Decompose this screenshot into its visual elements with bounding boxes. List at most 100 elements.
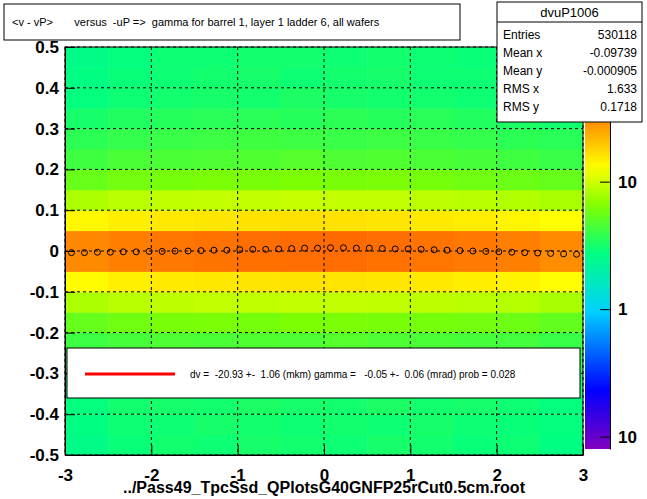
heatmap-cell — [151, 435, 195, 455]
heatmap-cell — [454, 210, 498, 231]
profile-point — [535, 250, 541, 256]
heatmap-cell — [410, 292, 454, 313]
heatmap-cell — [367, 292, 411, 313]
heatmap-cell — [367, 169, 411, 190]
heatmap-cell — [281, 88, 325, 109]
heatmap-cell — [410, 88, 454, 109]
grid-line-y — [65, 210, 583, 211]
y-tick-label: 0.5 — [35, 38, 59, 57]
heatmap-cell — [540, 414, 583, 435]
profile-point — [548, 250, 554, 256]
background — [0, 0, 647, 499]
profile-point — [224, 247, 230, 253]
heatmap-cell — [108, 149, 152, 170]
profile-point — [418, 246, 424, 252]
heatmap-cell — [108, 231, 152, 252]
heatmap-cell — [65, 108, 109, 129]
y-tick-mark — [65, 455, 75, 456]
heatmap-cell — [324, 271, 368, 292]
legend-swatch — [85, 373, 175, 376]
y-tick-label: -0.5 — [30, 446, 59, 465]
heatmap-cell — [367, 251, 411, 272]
profile-point — [276, 246, 282, 252]
heatmap-cell — [151, 149, 195, 170]
heatmap-cell — [410, 271, 454, 292]
heatmap-cell — [367, 190, 411, 211]
heatmap-cell — [195, 88, 239, 109]
heatmap-cell — [540, 251, 583, 272]
x-axis-title: ../Pass49_TpcSsd_QPlotsG40GNFP25rCut0.5c… — [123, 479, 526, 496]
profile-point — [81, 250, 87, 256]
heatmap-cell — [65, 210, 109, 231]
y-tick-mark — [65, 333, 75, 334]
title-frame — [4, 4, 460, 40]
color-bar-tick-mark — [600, 437, 610, 438]
profile-point — [457, 248, 463, 254]
heatmap-cell — [324, 67, 368, 88]
heatmap-cell — [65, 190, 109, 211]
heatmap-cell — [454, 47, 498, 68]
heatmap-cell — [454, 108, 498, 129]
x-tick-mark — [324, 445, 325, 455]
y-tick-label: -0.2 — [30, 324, 59, 343]
heatmap-cell — [195, 312, 239, 333]
heatmap-cell — [454, 231, 498, 252]
heatmap-cell — [454, 251, 498, 272]
color-bar-tick: 10 — [600, 428, 637, 447]
heatmap-cell — [324, 47, 368, 68]
heatmap-cell — [281, 231, 325, 252]
grid — [65, 47, 583, 455]
heatmap-cell — [367, 312, 411, 333]
heatmap-cell — [281, 251, 325, 272]
heatmap-cell — [281, 435, 325, 455]
heatmap-cell — [324, 88, 368, 109]
stats-label: Mean y — [503, 64, 542, 78]
profile — [68, 245, 579, 258]
profile-point — [94, 249, 100, 255]
profile-point — [107, 249, 113, 255]
profile-point — [509, 249, 515, 255]
profile-point — [470, 248, 476, 254]
heatmap-cell — [497, 190, 541, 211]
heatmap-cell — [195, 169, 239, 190]
color-bar-tick-label: 10 — [618, 428, 637, 447]
profile-point — [340, 245, 346, 251]
y-tick: 0.2 — [35, 160, 75, 179]
y-tick: 0 — [50, 242, 75, 261]
heatmap-cell — [324, 231, 368, 252]
heatmap-cell — [497, 312, 541, 333]
color-bar-tick: 1 — [600, 300, 627, 319]
heatmap-cell — [238, 129, 282, 150]
heatmap-cell — [497, 231, 541, 252]
heatmap-cell — [108, 129, 152, 150]
heatmap-cell — [195, 414, 239, 435]
profile-point — [483, 248, 489, 254]
heatmap-cell — [497, 169, 541, 190]
heatmap-cell — [108, 190, 152, 211]
heatmap-cell — [238, 414, 282, 435]
y-tick: 0.1 — [35, 201, 75, 220]
heatmap-cell — [281, 292, 325, 313]
heatmap-cell — [454, 169, 498, 190]
heatmap-cell — [410, 129, 454, 150]
profile-point — [379, 246, 385, 252]
x-tick-mark — [238, 445, 239, 455]
profile-point — [561, 251, 567, 257]
heatmap-cell — [195, 210, 239, 231]
heatmap-cell — [151, 47, 195, 68]
grid-line-y — [65, 332, 583, 333]
heatmap-cell — [454, 271, 498, 292]
y-tick-mark — [65, 88, 75, 89]
profile-point — [522, 250, 528, 256]
heatmap-cell — [65, 271, 109, 292]
heatmap-cell — [238, 169, 282, 190]
heatmap-cell — [238, 108, 282, 129]
stats-label: RMS y — [503, 100, 539, 114]
heatmap-cell — [454, 312, 498, 333]
heatmap-cell — [151, 108, 195, 129]
heatmap-cell — [324, 210, 368, 231]
stats-separator — [497, 22, 642, 23]
heatmap-cell — [497, 435, 541, 455]
heatmap-cell — [108, 312, 152, 333]
heatmap-cell — [497, 129, 541, 150]
